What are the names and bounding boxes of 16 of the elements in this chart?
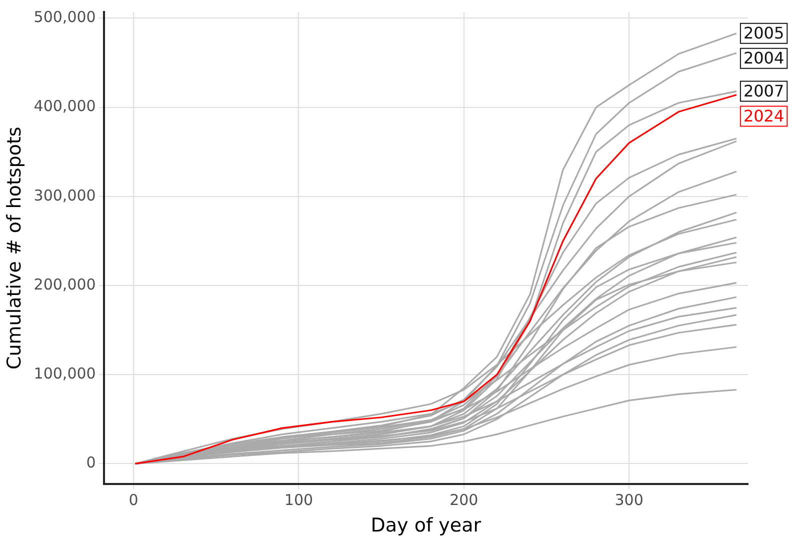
x-tick-label: 200	[450, 491, 478, 510]
y-tick-label: 300,000	[34, 186, 96, 204]
y-tick-label: 200,000	[34, 275, 96, 294]
series-label: 2005	[743, 24, 784, 43]
x-axis-title: Day of year	[370, 514, 482, 537]
y-axis-title: Cumulative # of hotspots	[3, 126, 26, 370]
series-label: 2004	[743, 48, 784, 68]
x-tick-label: 300	[614, 491, 644, 510]
series-label: 2007	[743, 81, 784, 100]
y-tick-label: 100,000	[34, 364, 96, 383]
x-tick-label: 0	[128, 491, 138, 510]
y-tick-label: 0	[86, 454, 96, 472]
y-tick-label: 500,000	[34, 8, 96, 26]
y-tick-label: 400,000	[34, 97, 96, 116]
x-tick-label: 100	[284, 491, 314, 510]
series-label: 2024	[743, 106, 784, 126]
